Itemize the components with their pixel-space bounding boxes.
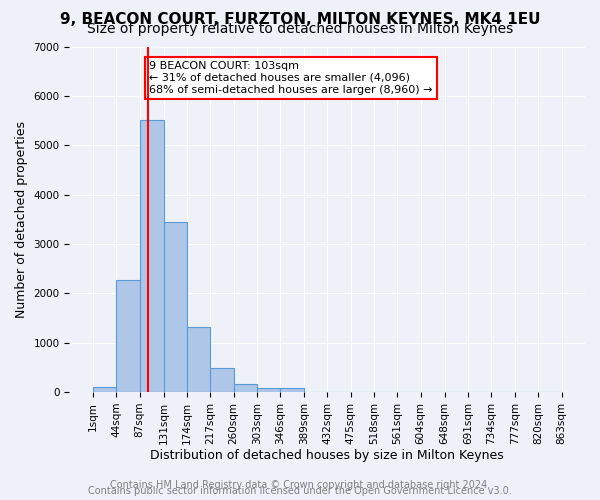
Bar <box>257 388 280 392</box>
Text: Contains public sector information licensed under the Open Government Licence v3: Contains public sector information licen… <box>88 486 512 496</box>
Bar <box>210 368 233 392</box>
Bar <box>280 388 304 392</box>
Bar <box>187 328 210 392</box>
Text: 9, BEACON COURT, FURZTON, MILTON KEYNES, MK4 1EU: 9, BEACON COURT, FURZTON, MILTON KEYNES,… <box>60 12 540 28</box>
Bar <box>93 387 116 392</box>
X-axis label: Distribution of detached houses by size in Milton Keynes: Distribution of detached houses by size … <box>151 450 504 462</box>
Text: Contains HM Land Registry data © Crown copyright and database right 2024.: Contains HM Land Registry data © Crown c… <box>110 480 490 490</box>
Bar <box>116 280 140 392</box>
Bar <box>140 120 164 392</box>
Bar <box>233 384 257 392</box>
Y-axis label: Number of detached properties: Number of detached properties <box>15 121 28 318</box>
Bar <box>164 222 187 392</box>
Text: Size of property relative to detached houses in Milton Keynes: Size of property relative to detached ho… <box>87 22 513 36</box>
Text: 9 BEACON COURT: 103sqm
← 31% of detached houses are smaller (4,096)
68% of semi-: 9 BEACON COURT: 103sqm ← 31% of detached… <box>149 62 433 94</box>
